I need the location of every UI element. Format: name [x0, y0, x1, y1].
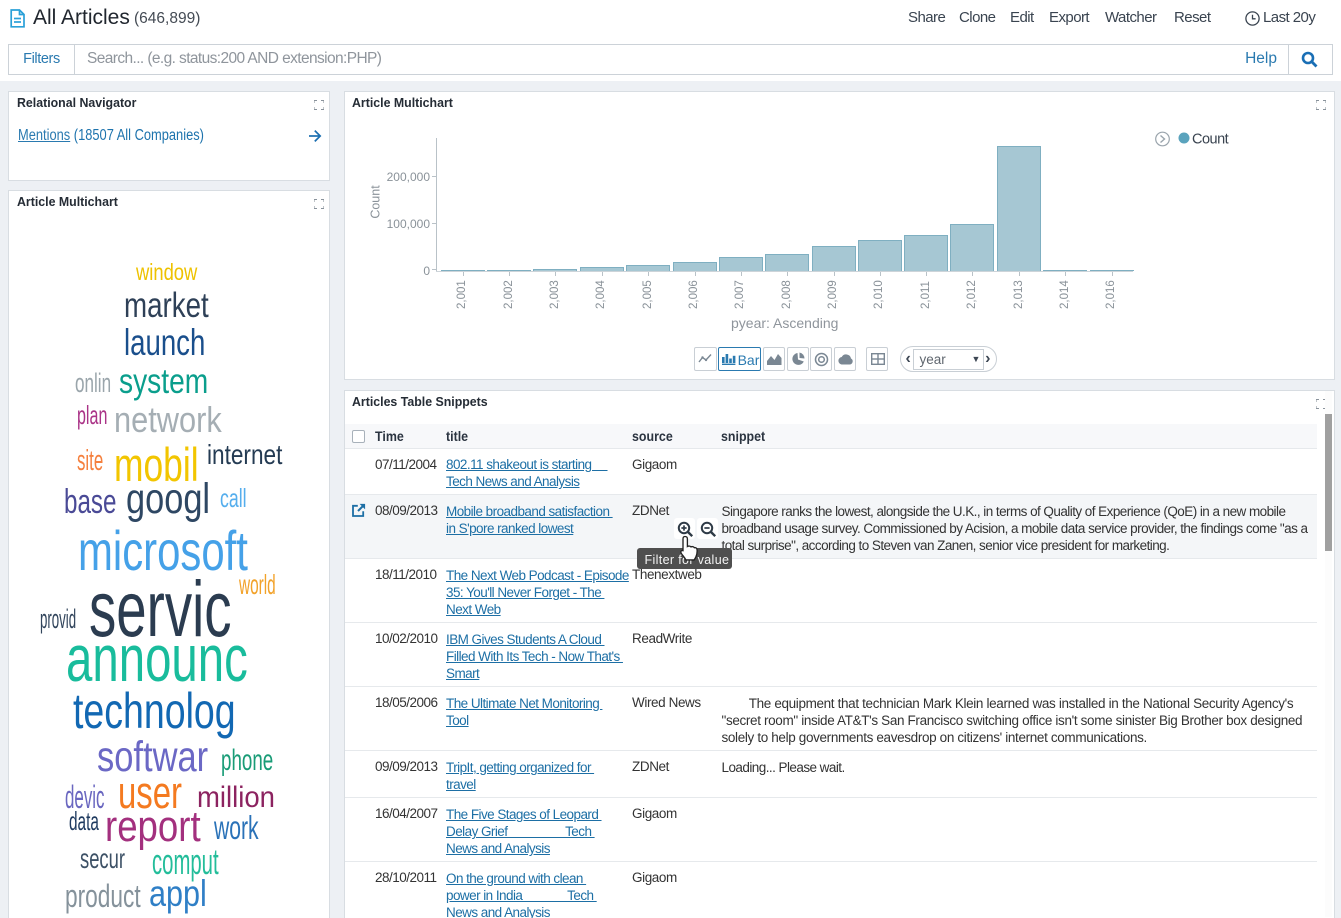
svg-text:Count: Count [1192, 132, 1229, 148]
